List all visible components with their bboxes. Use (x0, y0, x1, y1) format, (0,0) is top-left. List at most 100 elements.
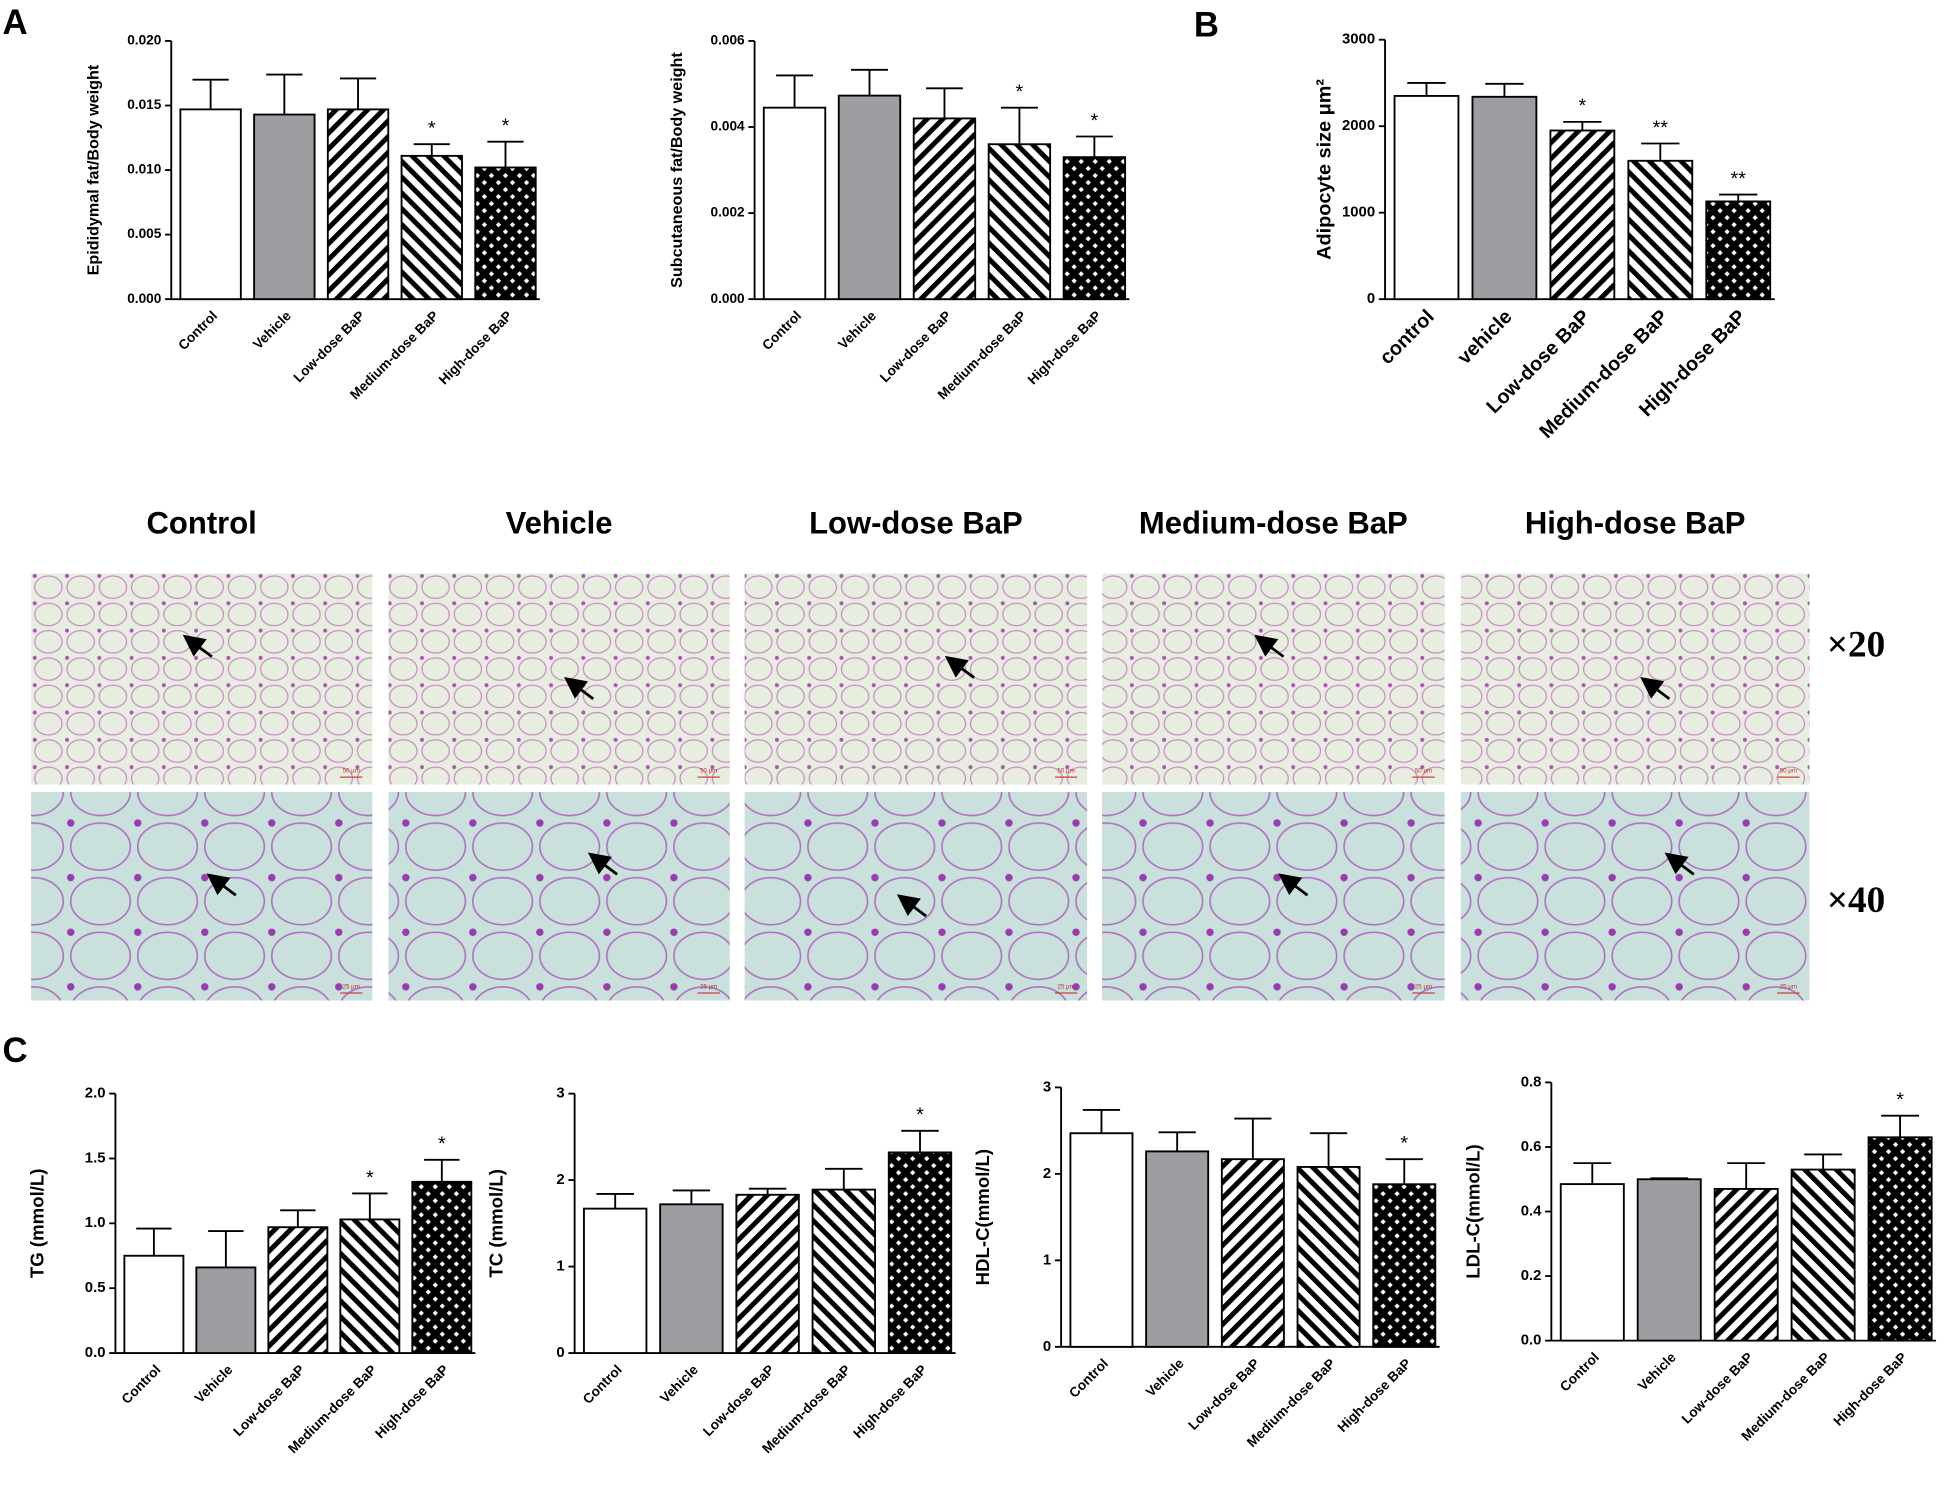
bar (583, 1207, 648, 1354)
x-tick-label: High-dose BaP (1335, 1356, 1414, 1435)
x-tick-label: Vehicle (1143, 1356, 1187, 1400)
bar (1559, 1183, 1625, 1342)
y-tick-label: 0.005 (127, 226, 162, 241)
scale-bar-label: 25 μm (1057, 983, 1074, 990)
bar (912, 117, 977, 301)
significance: * (916, 1104, 924, 1126)
y-tick-label: 2.0 (85, 1086, 106, 1102)
micrograph (31, 573, 373, 785)
y-tick-label: 0.2 (1521, 1268, 1542, 1284)
x-tick-label: Low-dose BaP (1185, 1356, 1262, 1433)
column-title: Control (147, 505, 257, 540)
bar (179, 108, 242, 301)
x-tick-label: Low-dose BaP (291, 308, 368, 385)
arrow (1640, 676, 1671, 700)
magnification: ×40 (1827, 880, 1885, 921)
y-tick-label: 2 (556, 1172, 564, 1188)
x-tick-label: Control (580, 1362, 625, 1407)
x-tick-label: Medium-dose BaP (1739, 1350, 1833, 1444)
x-tick-label: Control (1557, 1350, 1602, 1395)
significance: * (366, 1167, 374, 1189)
y-tick-label: 0.0 (85, 1345, 106, 1361)
y-tick-label: 0.000 (127, 291, 162, 306)
y-axis-label: Adipocyte size μm² (1314, 79, 1336, 260)
x-tick-label: Low-dose BaP (1679, 1350, 1756, 1427)
scale-bar-label: 25 μm (343, 983, 360, 990)
micrograph (744, 573, 1088, 785)
bar (659, 1203, 724, 1354)
y-tick-label: 1 (1043, 1252, 1051, 1268)
x-tick-label: Vehicle (250, 308, 294, 352)
x-tick-label: High-dose BaP (1831, 1350, 1910, 1429)
arrow (182, 634, 213, 658)
y-axis-label: TC (mmol/L) (486, 1169, 507, 1278)
significance: ** (1653, 117, 1669, 139)
y-tick-label: 1000 (1342, 205, 1375, 221)
scale-bar-label: 50 μm (1415, 768, 1432, 775)
column-title: Medium-dose BaP (1139, 505, 1408, 540)
micrograph (31, 791, 373, 1001)
bar (987, 143, 1052, 301)
x-tick-label: Low-dose BaP (700, 1362, 777, 1439)
bar (339, 1218, 401, 1354)
y-tick-label: 0.4 (1521, 1203, 1542, 1219)
y-tick-label: 0.000 (711, 291, 746, 306)
bar (1549, 129, 1616, 301)
y-tick-label: 0.5 (85, 1280, 106, 1296)
x-tick-label: Control (119, 1362, 164, 1407)
y-tick-label: 0.020 (127, 33, 162, 48)
x-tick-label: control (1376, 306, 1439, 369)
y-tick-label: 0.006 (711, 33, 746, 48)
bar (1393, 95, 1460, 301)
bar (326, 108, 390, 301)
significance: ** (1731, 168, 1747, 190)
y-axis-label: TG (mmol/L) (26, 1169, 47, 1279)
bar (400, 154, 463, 301)
micrograph (388, 573, 730, 785)
y-tick-label: 0.004 (711, 119, 746, 134)
y-tick-label: 0.002 (711, 205, 746, 220)
bar (1705, 200, 1772, 301)
bar (123, 1254, 185, 1354)
micrograph (388, 791, 730, 1001)
bar (1867, 1136, 1933, 1342)
bar (1471, 95, 1538, 301)
column-title: Low-dose BaP (809, 505, 1023, 540)
arrow (1254, 634, 1285, 658)
bar (411, 1180, 473, 1354)
x-tick-label: Vehicle (835, 308, 879, 352)
y-axis-label: LDL-C(mmol/L) (1462, 1144, 1483, 1278)
x-tick-label: Control (175, 308, 220, 353)
micrograph (1102, 791, 1445, 1001)
x-tick-label: Control (759, 308, 804, 353)
y-tick-label: 1.0 (85, 1215, 106, 1231)
panel-label: C (2, 1032, 27, 1070)
x-tick-label: Vehicle (1635, 1349, 1679, 1393)
bar (887, 1151, 953, 1354)
bar (1145, 1150, 1210, 1348)
x-tick-label: Control (1066, 1356, 1111, 1401)
arrow (564, 676, 595, 700)
significance: * (1896, 1089, 1904, 1111)
arrow (896, 894, 927, 918)
scale-bar-label: 50 μm (700, 768, 717, 775)
x-tick-label: High-dose BaP (850, 1362, 929, 1441)
bar (1372, 1183, 1437, 1348)
bar (1627, 159, 1694, 301)
y-tick-label: 3 (556, 1086, 564, 1102)
scale-bar-label: 25 μm (1415, 983, 1432, 990)
y-axis-label: Subcutaneous fat/Body weight (668, 52, 686, 288)
bar (1062, 156, 1127, 301)
y-tick-label: 2 (1043, 1166, 1051, 1182)
x-tick-label: Low-dose BaP (230, 1362, 307, 1439)
y-tick-label: 2000 (1342, 118, 1375, 134)
bar (1790, 1168, 1856, 1342)
significance: * (1400, 1133, 1408, 1155)
y-tick-label: 0 (1367, 291, 1375, 307)
y-tick-label: 0 (1043, 1339, 1051, 1355)
x-tick-label: Low-dose BaP (877, 308, 954, 385)
scale-bar-label: 25 μm (1780, 983, 1797, 990)
arrow (944, 655, 975, 679)
significance: * (1578, 95, 1586, 117)
y-tick-label: 0.0 (1521, 1333, 1542, 1349)
